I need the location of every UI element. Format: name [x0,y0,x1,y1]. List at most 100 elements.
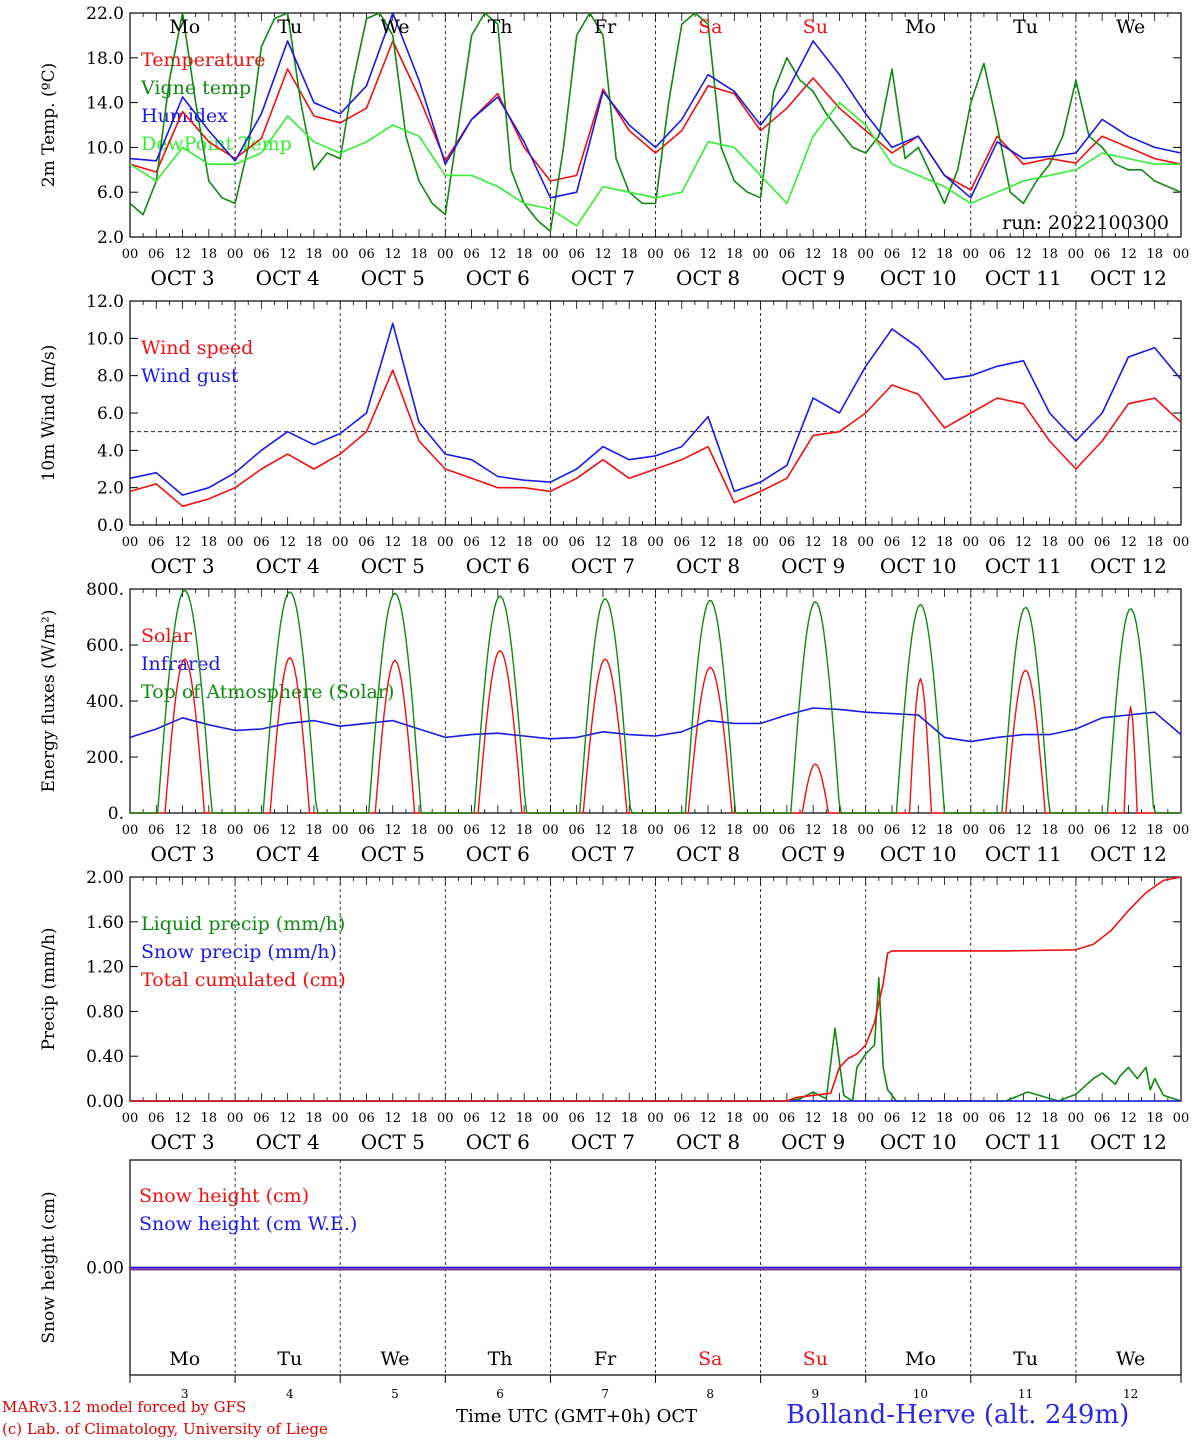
hour-label: 18 [516,823,533,838]
legend-entry: Snow height (cm W.E.) [139,1213,357,1235]
date-label: OCT 11 [985,554,1062,578]
hour-label: 12 [1015,247,1032,262]
hour-label: 12 [384,535,401,550]
date-label: OCT 3 [150,554,214,578]
hour-label: 18 [621,535,638,550]
y-tick-label: 2.0 [97,228,124,248]
hour-label: 18 [621,1111,638,1126]
hour-label: 06 [1094,823,1111,838]
y-tick-label: 0. [108,804,124,824]
hour-label: 18 [936,247,953,262]
hour-label: 06 [568,247,585,262]
series-temperature [129,40,1182,191]
hour-label: 06 [253,1111,270,1126]
hour-label: 06 [148,1111,165,1126]
hour-label: 12 [174,247,191,262]
hour-label: 18 [936,535,953,550]
hour-label: 12 [595,247,612,262]
date-label: OCT 4 [256,266,320,290]
date-label: OCT 10 [880,266,957,290]
hour-label: 06 [1094,247,1111,262]
y-axis-label: Precip (mm/h) [39,927,59,1050]
hour-label: 06 [989,535,1006,550]
date-label: OCT 9 [781,1130,845,1154]
hour-label: 18 [1146,247,1163,262]
hour-label: 06 [674,535,691,550]
y-tick-label: 0.00 [86,1259,124,1279]
date-label: OCT 4 [256,842,320,866]
y-tick-label: 0.00 [86,1092,124,1112]
legend-entry: Vigne temp [140,77,251,99]
hour-label: 12 [805,247,822,262]
series-vigne-temp [129,12,1182,233]
legend-entry: DewPoint Temp [141,133,292,155]
hour-label: 00 [963,247,980,262]
hour-label: 06 [779,823,796,838]
hour-label: 18 [831,823,848,838]
day-abbr: Tu [1013,1348,1038,1370]
y-tick-label: 1.60 [86,913,124,933]
day-abbr: Sa [698,16,722,38]
date-label: OCT 8 [676,842,740,866]
hour-label: 00 [857,535,874,550]
hour-label: 18 [201,535,218,550]
series-dewpoint-temp [129,101,1181,227]
hour-label: 12 [1120,247,1137,262]
hour-label: 06 [358,823,375,838]
day-number: 9 [812,1387,820,1401]
date-label: OCT 10 [880,842,957,866]
hour-label: 00 [1068,823,1085,838]
hour-label: 18 [201,247,218,262]
y-tick-label: 10.0 [86,138,124,158]
hour-label: 18 [411,535,428,550]
day-number: 11 [1018,1387,1033,1401]
hour-label: 06 [568,1111,585,1126]
day-number: 4 [286,1387,294,1401]
date-label: OCT 7 [571,1130,635,1154]
date-label: OCT 7 [571,554,635,578]
day-abbr: Tu [277,16,302,38]
hour-label: 06 [884,823,901,838]
hour-label: 00 [332,535,349,550]
panel-3: 0. 200. 400. 600. 800. Energy fluxes (W/m²) So… [39,580,1189,866]
hour-label: 18 [306,1111,323,1126]
hour-label: 06 [884,247,901,262]
series-total-cumulated-cm [130,876,1182,1102]
date-label: OCT 5 [361,1130,425,1154]
day-abbr: Th [488,16,513,38]
series-wind-gust [129,322,1182,496]
date-label: OCT 3 [150,842,214,866]
hour-label: 00 [857,247,874,262]
run-label: run: 2022100300 [1002,212,1169,234]
hour-label: 00 [752,1111,769,1126]
hour-label: 00 [1173,535,1190,550]
day-abbr: Su [803,16,828,38]
date-label: OCT 7 [571,842,635,866]
date-label: OCT 5 [361,554,425,578]
y-tick-label: 22.0 [86,4,124,24]
hour-label: 00 [542,535,559,550]
legend-entry: Humidex [141,105,228,127]
y-tick-label: 0.0 [97,516,124,536]
hour-label: 12 [279,823,296,838]
hour-label: 06 [148,535,165,550]
hour-label: 12 [910,823,927,838]
date-label: OCT 8 [676,266,740,290]
hour-label: 12 [910,247,927,262]
hour-label: 06 [358,535,375,550]
hour-label: 12 [700,247,717,262]
hour-label: 06 [463,535,480,550]
series-humidex [129,12,1182,199]
day-number: 7 [601,1387,609,1401]
date-label: OCT 11 [985,842,1062,866]
hour-label: 00 [963,823,980,838]
hour-label: 00 [752,535,769,550]
hour-label: 06 [779,247,796,262]
hour-label: 06 [674,1111,691,1126]
hour-label: 06 [779,535,796,550]
hour-label: 06 [358,247,375,262]
hour-label: 18 [306,247,323,262]
hour-label: 00 [332,823,349,838]
hour-label: 00 [542,247,559,262]
date-label: OCT 12 [1090,266,1167,290]
